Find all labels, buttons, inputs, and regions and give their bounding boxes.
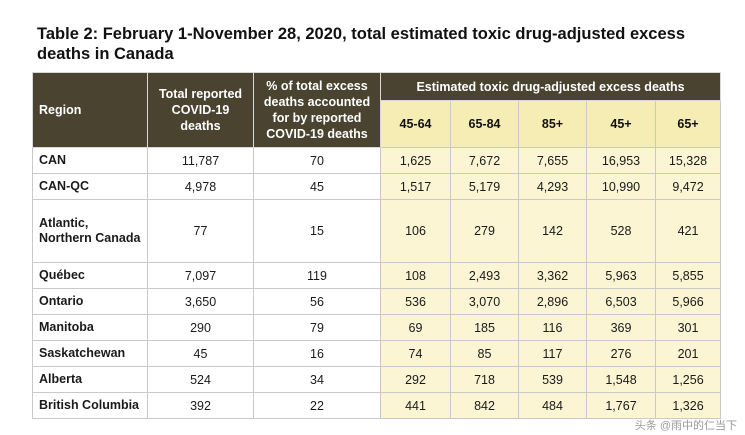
pct-cell: 56 (253, 288, 381, 315)
header-age-45plus: 45+ (586, 100, 656, 148)
est-45plus-cell: 528 (586, 199, 656, 263)
est-65plus-cell: 201 (654, 340, 722, 367)
pct-cell: 15 (253, 199, 381, 263)
table-row: CAN-QC 4,978 45 1,517 5,179 4,293 10,990… (32, 173, 722, 200)
excess-deaths-table: Region Total reported COVID-19 deaths % … (32, 72, 722, 419)
region-cell: Saskatchewan (32, 340, 148, 367)
pct-cell: 79 (253, 314, 381, 341)
header-pct-excess: % of total excess deaths accounted for b… (253, 72, 381, 148)
pct-cell: 119 (253, 262, 381, 289)
table-row: CAN 11,787 70 1,625 7,672 7,655 16,953 1… (32, 147, 722, 174)
region-cell: Manitoba (32, 314, 148, 341)
region-cell: CAN (32, 147, 148, 174)
est-65plus-cell: 1,256 (654, 366, 722, 393)
est-85plus-cell: 3,362 (518, 262, 587, 289)
est-45-64-cell: 108 (380, 262, 451, 289)
region-cell: Atlantic, Northern Canada (32, 199, 148, 263)
est-65-84-cell: 85 (450, 340, 519, 367)
header-age-85plus: 85+ (518, 100, 587, 148)
est-65plus-cell: 1,326 (654, 392, 722, 419)
est-45-64-cell: 74 (380, 340, 451, 367)
est-45-64-cell: 292 (380, 366, 451, 393)
table-row: Alberta 524 34 292 718 539 1,548 1,256 (32, 366, 722, 393)
est-45plus-cell: 6,503 (586, 288, 656, 315)
est-65plus-cell: 421 (654, 199, 722, 263)
watermark: 头条 @雨中的仁当下 (634, 420, 737, 432)
est-45plus-cell: 369 (586, 314, 656, 341)
table-row: Manitoba 290 79 69 185 116 369 301 (32, 314, 722, 341)
header-estimated: Estimated toxic drug-adjusted excess dea… (379, 72, 722, 101)
est-45-64-cell: 536 (380, 288, 451, 315)
pct-cell: 22 (253, 392, 381, 419)
est-85plus-cell: 484 (518, 392, 587, 419)
table-row: Atlantic, Northern Canada 77 15 106 279 … (32, 199, 722, 263)
est-45-64-cell: 106 (380, 199, 451, 263)
covid-deaths-cell: 3,650 (147, 288, 254, 315)
covid-deaths-cell: 392 (147, 392, 254, 419)
covid-deaths-cell: 77 (147, 199, 254, 263)
covid-deaths-cell: 45 (147, 340, 254, 367)
covid-deaths-cell: 524 (147, 366, 254, 393)
covid-deaths-cell: 11,787 (147, 147, 254, 174)
region-cell: Québec (32, 262, 148, 289)
covid-deaths-cell: 7,097 (147, 262, 254, 289)
est-65plus-cell: 9,472 (654, 173, 722, 200)
est-65-84-cell: 842 (450, 392, 519, 419)
est-65plus-cell: 5,855 (654, 262, 722, 289)
est-65-84-cell: 2,493 (450, 262, 519, 289)
est-45plus-cell: 276 (586, 340, 656, 367)
est-45-64-cell: 1,517 (380, 173, 451, 200)
est-45plus-cell: 1,767 (586, 392, 656, 419)
pct-cell: 34 (253, 366, 381, 393)
est-65-84-cell: 279 (450, 199, 519, 263)
est-45-64-cell: 441 (380, 392, 451, 419)
est-85plus-cell: 539 (518, 366, 587, 393)
header-age-65-84: 65-84 (450, 100, 519, 148)
est-85plus-cell: 142 (518, 199, 587, 263)
est-45-64-cell: 69 (380, 314, 451, 341)
est-85plus-cell: 2,896 (518, 288, 587, 315)
est-65-84-cell: 3,070 (450, 288, 519, 315)
table-row: Québec 7,097 119 108 2,493 3,362 5,963 5… (32, 262, 722, 289)
table-row: Ontario 3,650 56 536 3,070 2,896 6,503 5… (32, 288, 722, 315)
header-region: Region (32, 72, 148, 148)
header-covid-deaths: Total reported COVID-19 deaths (147, 72, 254, 148)
est-45plus-cell: 16,953 (586, 147, 656, 174)
region-cell: CAN-QC (32, 173, 148, 200)
est-45plus-cell: 10,990 (586, 173, 656, 200)
region-cell: British Columbia (32, 392, 148, 419)
table-row: Saskatchewan 45 16 74 85 117 276 201 (32, 340, 722, 367)
est-85plus-cell: 116 (518, 314, 587, 341)
table-title: Table 2: February 1-November 28, 2020, t… (37, 25, 686, 63)
est-65plus-cell: 301 (654, 314, 722, 341)
region-cell: Ontario (32, 288, 148, 315)
region-cell: Alberta (32, 366, 148, 393)
est-65-84-cell: 185 (450, 314, 519, 341)
pct-cell: 70 (253, 147, 381, 174)
est-85plus-cell: 4,293 (518, 173, 587, 200)
est-65plus-cell: 15,328 (654, 147, 722, 174)
header-age-45-64: 45-64 (380, 100, 451, 148)
header-age-65plus: 65+ (654, 100, 722, 148)
pct-cell: 16 (253, 340, 381, 367)
covid-deaths-cell: 4,978 (147, 173, 254, 200)
est-65plus-cell: 5,966 (654, 288, 722, 315)
est-85plus-cell: 7,655 (518, 147, 587, 174)
est-45-64-cell: 1,625 (380, 147, 451, 174)
est-65-84-cell: 7,672 (450, 147, 519, 174)
est-45plus-cell: 1,548 (586, 366, 656, 393)
pct-cell: 45 (253, 173, 381, 200)
est-45plus-cell: 5,963 (586, 262, 656, 289)
est-85plus-cell: 117 (518, 340, 587, 367)
covid-deaths-cell: 290 (147, 314, 254, 341)
est-65-84-cell: 718 (450, 366, 519, 393)
table-row: British Columbia 392 22 441 842 484 1,76… (32, 392, 722, 419)
est-65-84-cell: 5,179 (450, 173, 519, 200)
